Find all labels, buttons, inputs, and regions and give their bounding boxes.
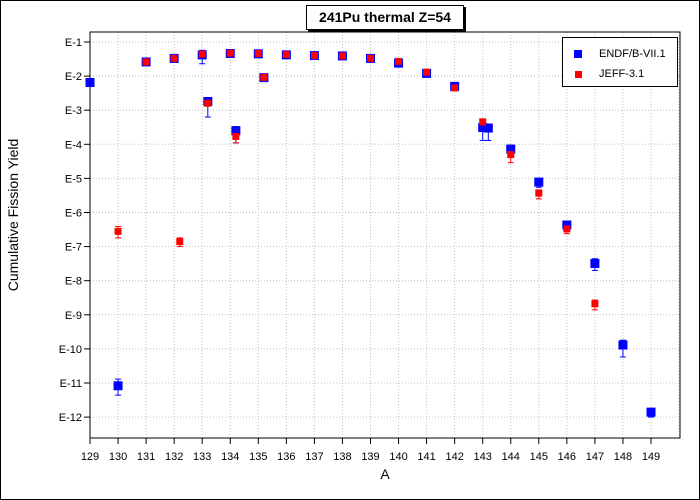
x-tick-label: 129	[81, 451, 99, 463]
jeff-point	[479, 118, 487, 126]
jeff-point	[563, 225, 571, 233]
x-tick-label: 138	[333, 451, 351, 463]
y-tick-label: E-2	[65, 71, 82, 83]
y-tick-label: E-8	[65, 276, 82, 288]
jeff-point	[507, 151, 515, 159]
endf-point	[534, 177, 544, 187]
jeff-point	[176, 238, 184, 246]
y-axis-label: Cumulative Fission Yield	[5, 138, 21, 292]
jeff-point	[232, 132, 240, 140]
y-tick-label: E-10	[59, 344, 82, 356]
x-tick-label: 132	[165, 451, 183, 463]
jeff-point	[254, 49, 262, 57]
y-tick-labels: E-1 E-2 E-3 E-4 E-5 E-6 E-7 E-8 E-9 E-10 E-11 E-12	[59, 37, 82, 424]
endf-point	[590, 258, 600, 268]
y-tick-label: E-6	[65, 208, 82, 220]
legend-label-endf: ENDF/B-VII.1	[599, 48, 666, 60]
jeff-point	[170, 54, 178, 62]
legend-label-jeff: JEFF-3.1	[599, 68, 645, 80]
grid-layer	[90, 32, 680, 438]
legend-item-endf: ENDF/B-VII.1	[563, 47, 677, 61]
jeff-point	[282, 50, 290, 58]
error-bars	[115, 49, 654, 418]
y-tick-label: E-1	[65, 37, 82, 49]
jeff-point	[142, 58, 150, 66]
x-tick-label: 133	[193, 451, 211, 463]
plot-border	[89, 31, 681, 439]
x-tick-label: 148	[614, 451, 632, 463]
x-tick-label: 134	[221, 451, 239, 463]
jeff-point	[395, 57, 403, 65]
endf-point	[562, 220, 572, 230]
jeff-point	[310, 52, 318, 60]
endf-point	[113, 381, 123, 391]
y-tick-label: E-11	[60, 378, 82, 390]
x-axis-label: A	[380, 466, 390, 482]
endf-point	[646, 407, 656, 417]
legend-marker-endf	[574, 50, 582, 58]
x-tick-label: 144	[502, 451, 520, 463]
jeff-point	[367, 54, 374, 62]
x-tick-label: 143	[474, 451, 492, 463]
jeff-point	[114, 227, 122, 235]
x-tick-label: 145	[530, 451, 548, 463]
y-tick-label: E-12	[59, 412, 82, 424]
x-tick-label: 149	[642, 451, 660, 463]
jeff-point	[451, 84, 459, 92]
jeff-point	[198, 50, 206, 58]
endf-point	[506, 144, 516, 154]
jeff-point	[423, 68, 431, 76]
y-tick-label: E-7	[65, 242, 82, 254]
y-tick-label: E-9	[65, 310, 82, 322]
y-tick-label: E-5	[65, 173, 82, 185]
jeff-point	[226, 49, 234, 57]
data-points	[85, 48, 656, 417]
x-tick-label: 135	[249, 451, 267, 463]
endf-point	[231, 126, 241, 136]
jeff-point	[260, 73, 268, 81]
legend: ENDF/B-VII.1 JEFF-3.1	[562, 37, 678, 87]
y-tick-label: E-4	[65, 139, 82, 151]
x-tick-label: 131	[137, 451, 155, 463]
x-tick-label: 141	[417, 451, 435, 463]
jeff-point	[591, 300, 599, 308]
x-tick-label: 142	[445, 451, 463, 463]
axes-layer	[84, 31, 681, 444]
x-tick-label: 136	[277, 451, 295, 463]
chart-title: 241Pu thermal Z=54	[306, 5, 464, 30]
x-tick-label: 147	[586, 451, 604, 463]
jeff-point	[338, 52, 346, 60]
x-tick-label: 139	[361, 451, 379, 463]
endf-point	[483, 123, 493, 133]
legend-marker-jeff	[575, 71, 582, 78]
y-tick-label: E-3	[65, 105, 82, 117]
jeff-point	[535, 189, 543, 197]
jeff-point	[204, 99, 212, 107]
endf-point	[478, 123, 488, 133]
x-tick-label: 130	[109, 451, 127, 463]
legend-item-jeff: JEFF-3.1	[563, 67, 677, 81]
x-tick-label: 137	[305, 451, 323, 463]
x-tick-label: 140	[389, 451, 407, 463]
endf-point	[618, 340, 628, 350]
endf-point	[85, 77, 95, 87]
x-tick-label: 146	[558, 451, 576, 463]
x-tick-labels: 129 130 131 132 133 134 135 136 137 138 139 140 141 1…	[81, 451, 660, 463]
